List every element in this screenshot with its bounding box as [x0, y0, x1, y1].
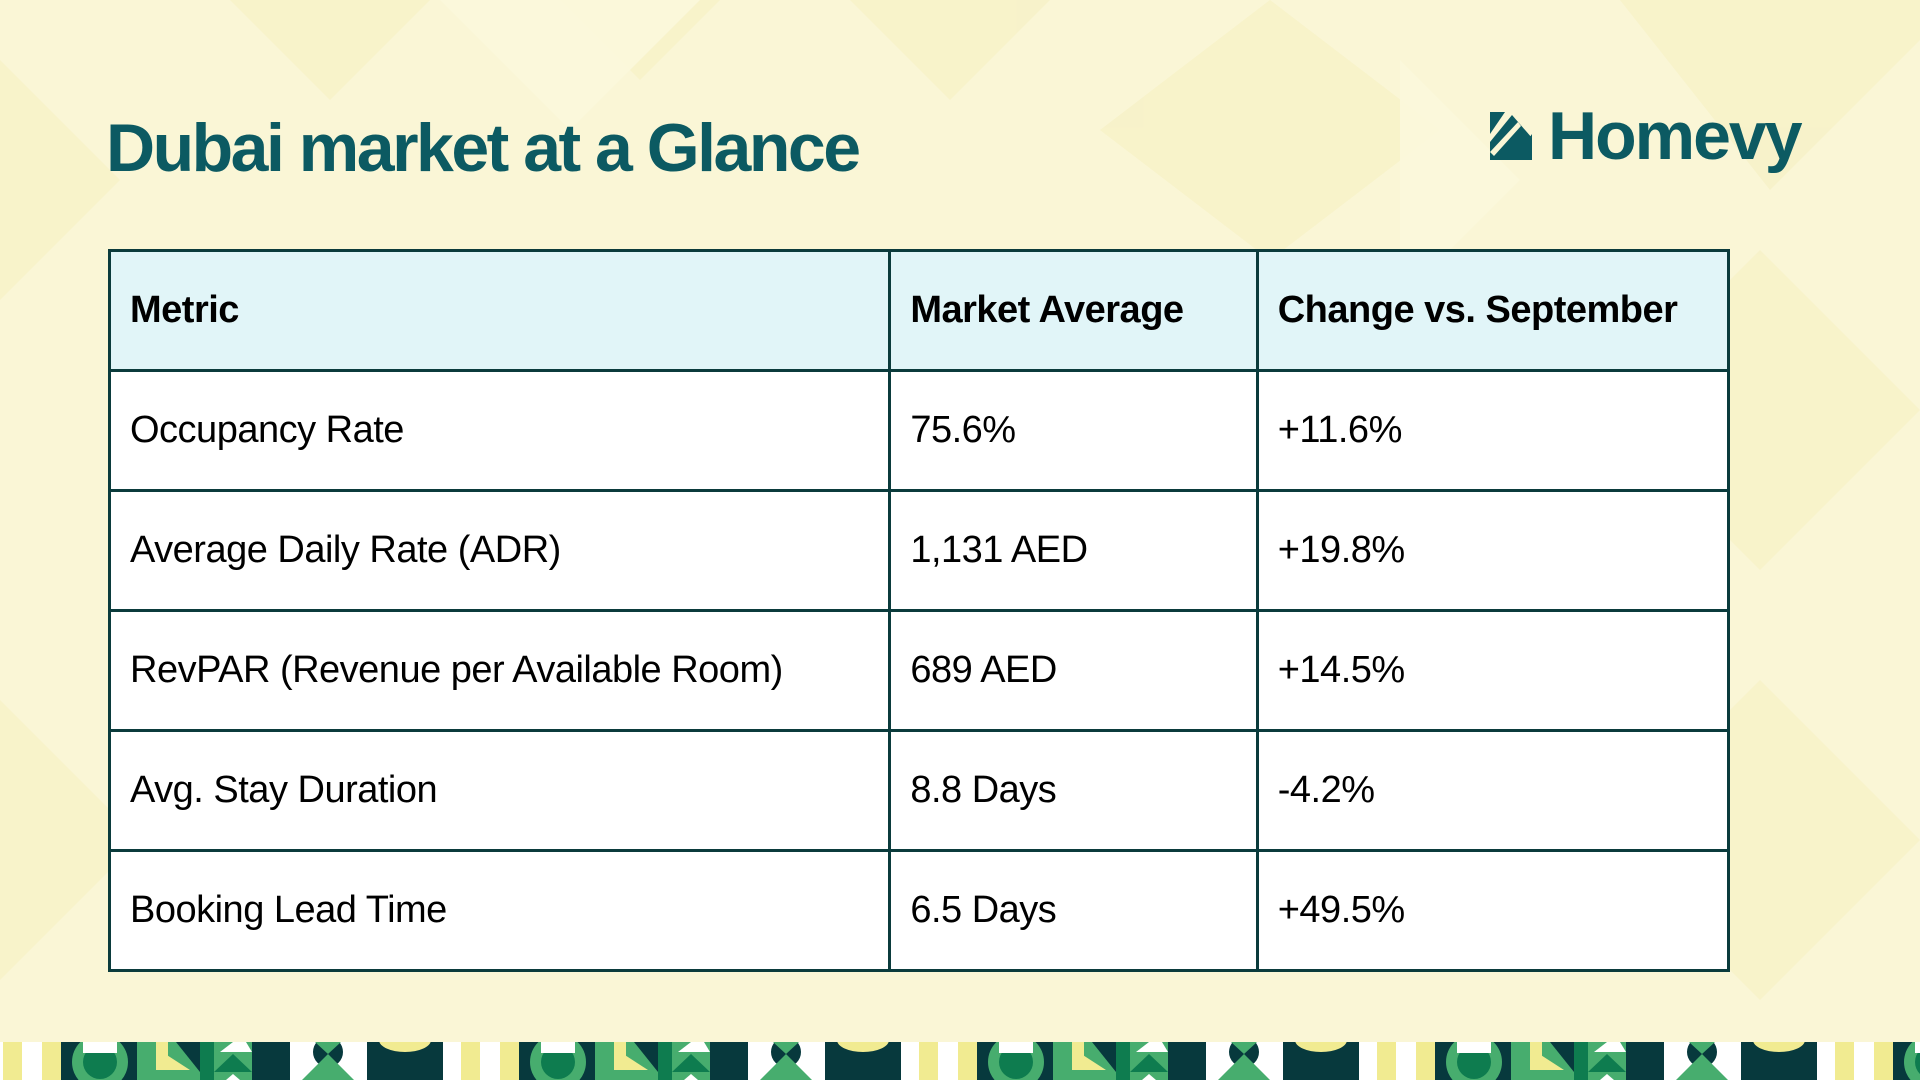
table-row: Average Daily Rate (ADR) 1,131 AED +19.8… [107, 489, 1731, 612]
table-row: Booking Lead Time 6.5 Days +49.5% [107, 849, 1731, 972]
change-cell: +11.6% [1255, 369, 1731, 492]
market-metrics-table: Metric Market Average Change vs. Septemb… [107, 249, 1731, 972]
header-market-average: Market Average [888, 249, 1259, 372]
change-cell: +49.5% [1255, 849, 1731, 972]
header-change-vs-september: Change vs. September [1255, 249, 1731, 372]
metric-cell: Occupancy Rate [107, 369, 892, 492]
metric-cell: RevPAR (Revenue per Available Room) [107, 609, 892, 732]
market-average-cell: 1,131 AED [888, 489, 1259, 612]
market-average-cell: 689 AED [888, 609, 1259, 732]
change-cell: -4.2% [1255, 729, 1731, 852]
brand-logo: Homevy [1490, 98, 1803, 174]
page-title: Dubai market at a Glance [106, 110, 861, 186]
change-cell: +14.5% [1255, 609, 1731, 732]
market-average-cell: 6.5 Days [888, 849, 1259, 972]
table-header-row: Metric Market Average Change vs. Septemb… [107, 249, 1731, 372]
table-row: RevPAR (Revenue per Available Room) 689 … [107, 609, 1731, 732]
metric-cell: Avg. Stay Duration [107, 729, 892, 852]
homevy-house-logo-icon [1490, 112, 1532, 160]
table-row: Occupancy Rate 75.6% +11.6% [107, 369, 1731, 492]
brand-name: Homevy [1548, 98, 1803, 174]
market-average-cell: 75.6% [888, 369, 1259, 492]
change-cell: +19.8% [1255, 489, 1731, 612]
metric-cell: Booking Lead Time [107, 849, 892, 972]
market-average-cell: 8.8 Days [888, 729, 1259, 852]
table-row: Avg. Stay Duration 8.8 Days -4.2% [107, 729, 1731, 852]
decorative-geometric-footer-strip [0, 1042, 1920, 1080]
metric-cell: Average Daily Rate (ADR) [107, 489, 892, 612]
header-metric: Metric [107, 249, 892, 372]
